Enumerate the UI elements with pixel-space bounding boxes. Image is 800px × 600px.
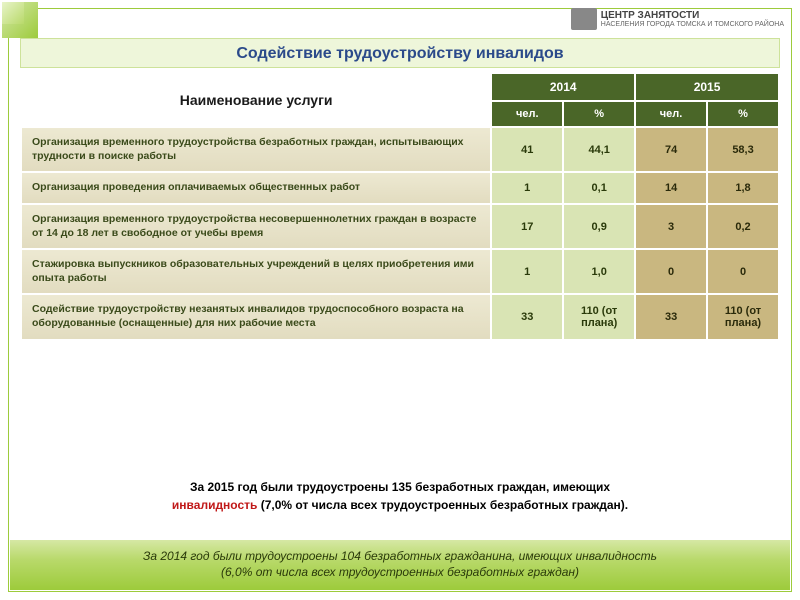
table-row: Организация временного трудоустройства н… <box>21 204 779 249</box>
table-row: Стажировка выпускников образовательных у… <box>21 249 779 294</box>
cell-2015-pct: 0,2 <box>707 204 779 249</box>
summary-2015: За 2015 год были трудоустроены 135 безра… <box>20 478 780 514</box>
cell-2014-pct: 110 (от плана) <box>563 294 635 339</box>
cell-2015-pct: 0 <box>707 249 779 294</box>
sub-2014-percent: % <box>563 101 635 127</box>
summary-part3: (7,0% от числа всех трудоустроенных безр… <box>257 498 628 512</box>
cell-2015-people: 74 <box>635 127 707 172</box>
cell-2015-people: 14 <box>635 172 707 204</box>
col-year-2015: 2015 <box>635 73 779 101</box>
table-row: Организация проведения оплачиваемых обще… <box>21 172 779 204</box>
row-label: Организация временного трудоустройства б… <box>21 127 491 172</box>
row-label: Организация проведения оплачиваемых обще… <box>21 172 491 204</box>
logo-line1: ЦЕНТР ЗАНЯТОСТИ <box>601 10 784 21</box>
row-label: Содействие трудоустройству незанятых инв… <box>21 294 491 339</box>
logo-icon <box>571 8 597 30</box>
cell-2014-pct: 0,1 <box>563 172 635 204</box>
cell-2014-pct: 0,9 <box>563 204 635 249</box>
row-label: Организация временного трудоустройства н… <box>21 204 491 249</box>
cell-2014-people: 1 <box>491 249 563 294</box>
footer-line1: За 2014 год были трудоустроены 104 безра… <box>143 549 657 565</box>
row-label: Стажировка выпускников образовательных у… <box>21 249 491 294</box>
summary-part1: За 2015 год были трудоустроены 135 безра… <box>190 480 610 494</box>
cell-2015-people: 3 <box>635 204 707 249</box>
footer-line2: (6,0% от числа всех трудоустроенных безр… <box>221 565 579 581</box>
sub-2015-people: чел. <box>635 101 707 127</box>
table-row: Содействие трудоустройству незанятых инв… <box>21 294 779 339</box>
footer-summary: За 2014 год были трудоустроены 104 безра… <box>10 540 790 590</box>
cell-2014-people: 33 <box>491 294 563 339</box>
table-row: Организация временного трудоустройства б… <box>21 127 779 172</box>
cell-2014-people: 41 <box>491 127 563 172</box>
cell-2014-people: 17 <box>491 204 563 249</box>
cell-2014-pct: 44,1 <box>563 127 635 172</box>
cell-2014-pct: 1,0 <box>563 249 635 294</box>
cell-2015-pct: 58,3 <box>707 127 779 172</box>
cell-2015-people: 0 <box>635 249 707 294</box>
logo-line2: НАСЕЛЕНИЯ ГОРОДА ТОМСКА И ТОМСКОГО РАЙОН… <box>601 21 784 29</box>
cell-2015-pct: 110 (от плана) <box>707 294 779 339</box>
sub-2014-people: чел. <box>491 101 563 127</box>
summary-part2: инвалидность <box>172 498 257 512</box>
corner-decoration <box>2 2 38 38</box>
col-year-2014: 2014 <box>491 73 635 101</box>
col-service-header: Наименование услуги <box>21 73 491 127</box>
cell-2015-pct: 1,8 <box>707 172 779 204</box>
slide-title: Содействие трудоустройству инвалидов <box>20 38 780 68</box>
org-logo: ЦЕНТР ЗАНЯТОСТИ НАСЕЛЕНИЯ ГОРОДА ТОМСКА … <box>571 8 784 30</box>
sub-2015-percent: % <box>707 101 779 127</box>
cell-2014-people: 1 <box>491 172 563 204</box>
cell-2015-people: 33 <box>635 294 707 339</box>
services-table: Наименование услуги 2014 2015 чел. % чел… <box>20 72 780 341</box>
